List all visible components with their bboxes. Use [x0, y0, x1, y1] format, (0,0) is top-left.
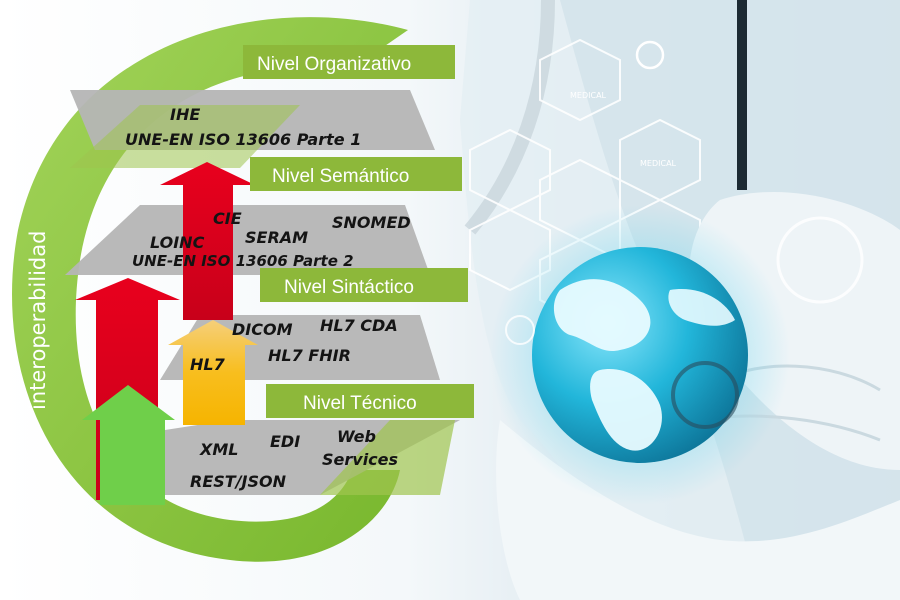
- interoperability-diagram: interoperabilidad Nivel Organizativo Niv…: [12, 17, 474, 562]
- term-cie: CIE: [213, 209, 242, 228]
- term-snomed: SNOMED: [332, 213, 411, 232]
- arrow-orange: [168, 320, 258, 425]
- term-ihe: IHE: [170, 105, 200, 124]
- level-box-semantico: [250, 157, 462, 191]
- level-label-sintactico: Nivel Sintáctico: [284, 277, 414, 298]
- level-label-semantico: Nivel Semántico: [272, 166, 409, 187]
- term-web: Web: [337, 427, 376, 446]
- level-box-tecnico: [266, 384, 474, 418]
- term-une-en-iso-13606-parte-1: UNE-EN ISO 13606 Parte 1: [125, 130, 361, 149]
- term-hl7: HL7: [190, 355, 226, 374]
- arrow-light-green: [82, 385, 175, 505]
- arrow-red-right: [160, 162, 255, 320]
- term-hl7-fhir: HL7 FHIR: [268, 346, 351, 365]
- term-rest-json: REST/JSON: [190, 472, 287, 491]
- level-box-organizativo: [243, 45, 455, 79]
- term-services: Services: [322, 450, 398, 469]
- term-dicom: DICOM: [232, 320, 293, 339]
- term-seram: SERAM: [245, 228, 308, 247]
- bg-label-medical-2: MEDICAL: [640, 159, 677, 168]
- level-label-organizativo: Nivel Organizativo: [257, 54, 411, 75]
- level-label-tecnico: Nivel Técnico: [303, 393, 417, 414]
- bg-label-medical-1: MEDICAL: [570, 91, 607, 100]
- term-hl7-cda: HL7 CDA: [320, 316, 398, 335]
- term-edi: EDI: [270, 432, 300, 451]
- globe-icon: [490, 205, 790, 505]
- term-xml: XML: [199, 440, 238, 459]
- interoperability-label: interoperabilidad: [26, 231, 50, 410]
- level-box-sintactico: [260, 268, 468, 302]
- term-loinc: LOINC: [150, 233, 205, 252]
- term-une-en-iso-13606-parte-2: UNE-EN ISO 13606 Parte 2: [132, 252, 354, 270]
- band-semantico: [65, 205, 430, 275]
